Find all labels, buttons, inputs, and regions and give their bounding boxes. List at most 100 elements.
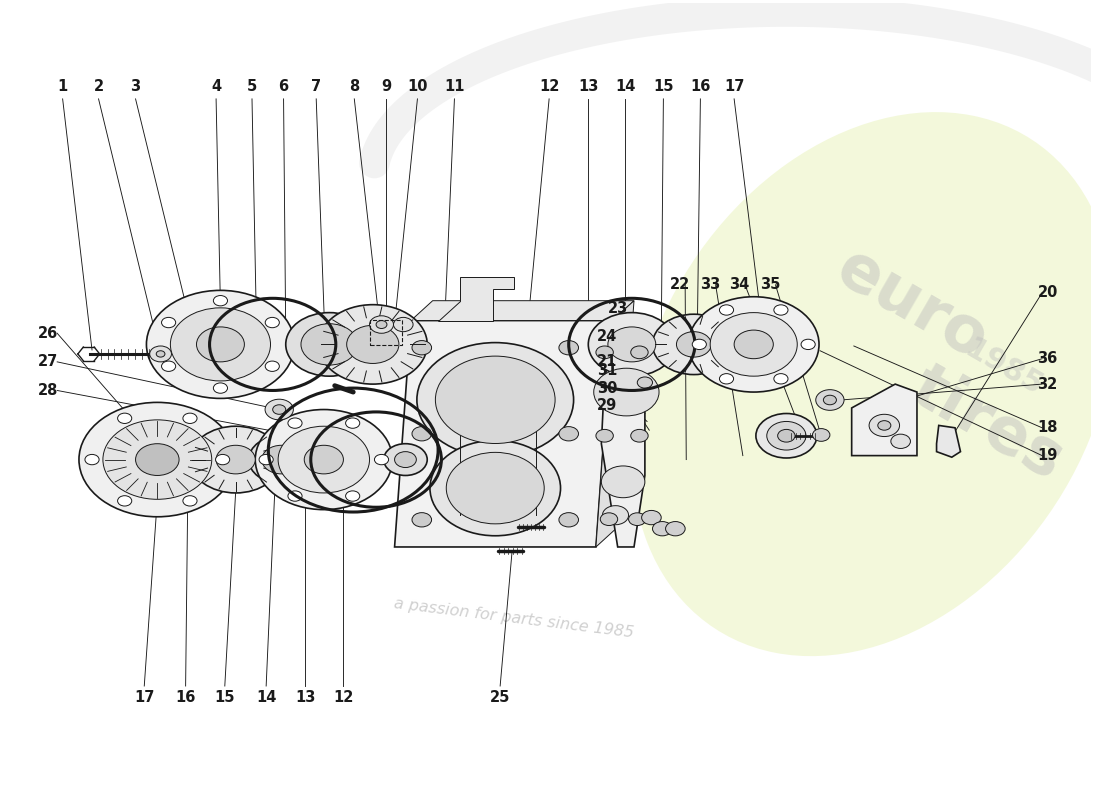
Circle shape [608, 327, 656, 362]
Circle shape [249, 436, 313, 483]
Circle shape [170, 308, 271, 381]
Circle shape [824, 395, 836, 405]
Circle shape [345, 491, 360, 502]
Circle shape [370, 316, 394, 334]
Text: 31: 31 [596, 363, 617, 378]
Circle shape [286, 313, 373, 376]
Circle shape [265, 399, 294, 420]
Circle shape [689, 297, 820, 392]
Circle shape [216, 454, 230, 465]
Circle shape [869, 414, 900, 437]
Circle shape [301, 324, 358, 365]
Circle shape [436, 356, 556, 443]
Polygon shape [596, 301, 634, 547]
Circle shape [118, 496, 132, 506]
Circle shape [345, 418, 360, 428]
Circle shape [273, 405, 286, 414]
Text: 33: 33 [700, 278, 720, 292]
Circle shape [774, 305, 788, 315]
Text: 13: 13 [295, 690, 316, 706]
Text: 1: 1 [57, 78, 68, 94]
Circle shape [878, 421, 891, 430]
Text: 12: 12 [333, 690, 353, 706]
Circle shape [197, 327, 244, 362]
Text: 21: 21 [596, 354, 617, 370]
Circle shape [630, 346, 648, 358]
Polygon shape [602, 333, 645, 547]
Circle shape [719, 305, 734, 315]
Circle shape [652, 522, 672, 536]
Text: 2: 2 [94, 78, 103, 94]
Text: 6: 6 [278, 78, 288, 94]
Text: 20: 20 [1037, 286, 1058, 300]
Circle shape [641, 510, 661, 525]
Circle shape [278, 426, 370, 493]
Circle shape [150, 346, 172, 362]
Text: 5: 5 [246, 78, 257, 94]
Circle shape [412, 426, 431, 441]
Circle shape [588, 313, 675, 376]
Text: 8: 8 [349, 78, 360, 94]
Circle shape [601, 513, 618, 526]
Circle shape [305, 446, 343, 474]
Text: 18: 18 [1037, 420, 1058, 435]
Text: 14: 14 [256, 690, 276, 706]
Text: 10: 10 [407, 78, 428, 94]
Text: 7: 7 [311, 78, 321, 94]
Text: 15: 15 [214, 690, 235, 706]
Circle shape [778, 430, 795, 442]
Circle shape [288, 491, 302, 502]
Circle shape [430, 441, 561, 536]
Circle shape [630, 430, 648, 442]
Circle shape [394, 318, 414, 332]
Text: 35: 35 [760, 278, 780, 292]
Polygon shape [936, 426, 960, 457]
Text: 14: 14 [615, 78, 636, 94]
Text: 22: 22 [670, 278, 690, 292]
Circle shape [79, 402, 235, 517]
Text: 17: 17 [134, 690, 154, 706]
Circle shape [666, 522, 685, 536]
Circle shape [774, 374, 788, 384]
Ellipse shape [631, 112, 1100, 656]
Text: 30: 30 [596, 381, 617, 395]
Text: 19: 19 [1037, 448, 1058, 463]
Circle shape [183, 413, 197, 423]
Circle shape [374, 454, 388, 465]
Circle shape [676, 332, 712, 357]
Text: 15: 15 [653, 78, 673, 94]
Circle shape [103, 420, 211, 499]
Text: 4: 4 [211, 78, 221, 94]
Text: 17: 17 [724, 78, 745, 94]
Circle shape [85, 454, 99, 465]
Circle shape [719, 374, 734, 384]
Text: euro: euro [825, 237, 998, 373]
Text: 25: 25 [490, 690, 510, 706]
Text: 11: 11 [444, 78, 464, 94]
Circle shape [156, 350, 165, 357]
Circle shape [801, 339, 815, 350]
Text: 29: 29 [596, 398, 617, 413]
Circle shape [213, 295, 228, 306]
Circle shape [767, 422, 806, 450]
Text: 13: 13 [579, 78, 598, 94]
Text: 32: 32 [1037, 377, 1058, 392]
Circle shape [265, 318, 279, 328]
Circle shape [190, 426, 282, 493]
Text: 36: 36 [1037, 351, 1058, 366]
Text: 1985: 1985 [960, 334, 1048, 402]
Circle shape [412, 341, 431, 355]
Circle shape [146, 290, 295, 398]
Circle shape [596, 430, 614, 442]
Circle shape [652, 314, 735, 374]
Circle shape [318, 305, 427, 384]
Circle shape [162, 318, 176, 328]
Circle shape [816, 390, 844, 410]
Circle shape [711, 313, 798, 376]
Polygon shape [395, 321, 613, 547]
Circle shape [447, 452, 544, 524]
Circle shape [412, 513, 431, 527]
Text: 26: 26 [39, 326, 58, 341]
Circle shape [118, 413, 132, 423]
Circle shape [417, 342, 573, 457]
